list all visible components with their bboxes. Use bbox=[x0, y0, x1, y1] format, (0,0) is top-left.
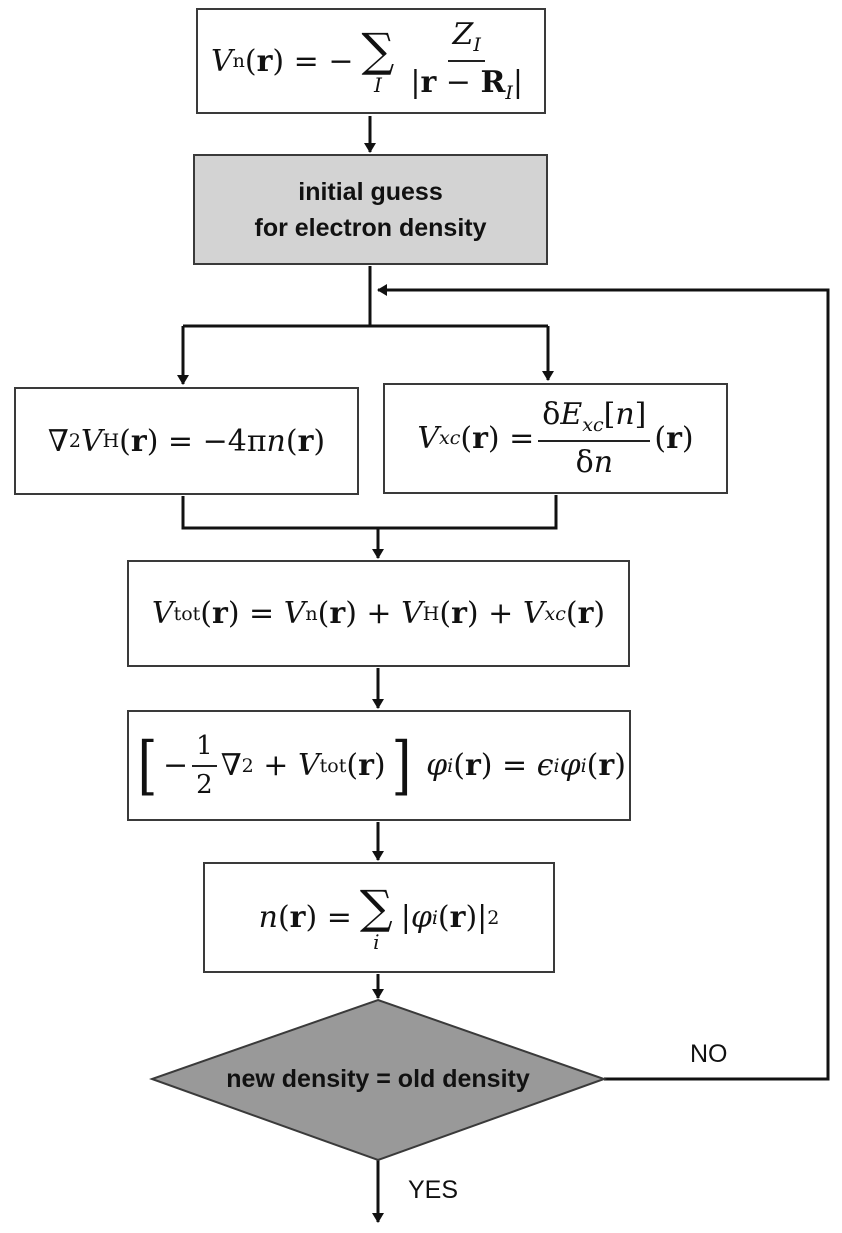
density-box: n(r) = ∑ i | φ i(r)| 2 bbox=[203, 862, 555, 973]
line-no-loop bbox=[377, 284, 830, 1081]
decision-label: new density = old density bbox=[226, 1065, 530, 1093]
hartree-box: ∇ 2 V H(r) = −4π n(r) bbox=[14, 387, 359, 495]
yes-label: YES bbox=[408, 1176, 459, 1204]
initial-guess-box: initial guess for electron density bbox=[193, 154, 548, 265]
no-label: NO bbox=[690, 1040, 728, 1068]
density-formula: n(r) = ∑ i | φ i(r)| 2 bbox=[258, 879, 500, 954]
hartree-formula: ∇ 2 V H(r) = −4π n(r) bbox=[47, 423, 326, 459]
line-merge bbox=[181, 495, 558, 530]
initial-guess-label: initial guess for electron density bbox=[254, 177, 487, 242]
decision-diamond bbox=[149, 998, 607, 1162]
